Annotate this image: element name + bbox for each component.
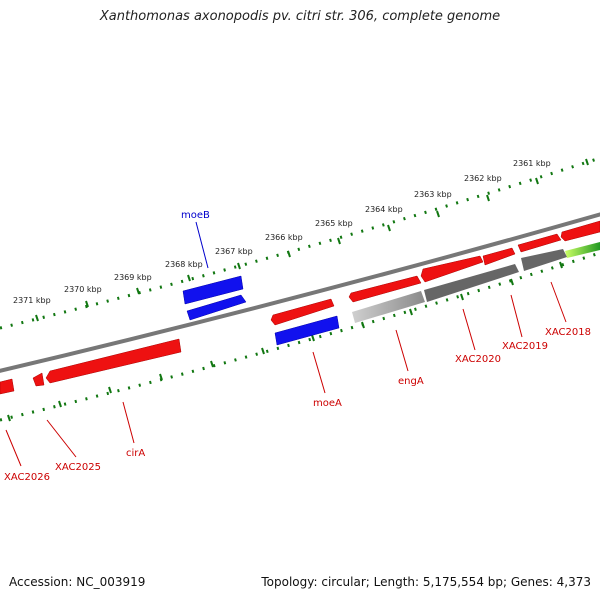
- forward-strand-genes: [182, 220, 600, 326]
- tick-label: 2363 kbp: [414, 190, 452, 199]
- gene-label-XAC2020[interactable]: XAC2020: [455, 354, 501, 365]
- gene-arrow[interactable]: [420, 255, 484, 283]
- gene-arrow[interactable]: [32, 372, 45, 387]
- accession-text: Accession: NC_003919: [9, 575, 146, 589]
- tick-label: 2369 kbp: [114, 273, 152, 282]
- tick-label: 2371 kbp: [13, 296, 51, 305]
- tick-label: 2361 kbp: [513, 159, 551, 168]
- gene-label-engA[interactable]: engA: [398, 376, 424, 387]
- gene-arrow[interactable]: [517, 233, 562, 253]
- leader-line-XAC2019: [510, 294, 523, 338]
- lower-major-ticks: [7, 261, 563, 422]
- gene-arrow[interactable]: [482, 247, 516, 266]
- leader-line-cirA: [122, 401, 135, 444]
- leader-line-XAC2026: [5, 429, 22, 467]
- gene-arrow[interactable]: [270, 298, 335, 326]
- gene-arrow[interactable]: [0, 378, 15, 395]
- tick-label: 2362 kbp: [464, 174, 502, 183]
- upper-tick-ruler: [0, 156, 600, 330]
- reverse-strand-genes: [0, 249, 567, 395]
- gene-label-XAC2018[interactable]: XAC2018: [545, 327, 591, 338]
- gene-label-XAC2025[interactable]: XAC2025: [55, 462, 101, 473]
- tick-label: 2364 kbp: [365, 205, 403, 214]
- gene-arrow[interactable]: [352, 291, 425, 323]
- leader-line-engA: [395, 329, 409, 372]
- tick-label: 2368 kbp: [165, 260, 203, 269]
- leader-line-XAC2020: [462, 308, 476, 351]
- gene-arrow[interactable]: [348, 275, 422, 303]
- gene-label-cirA[interactable]: cirA: [126, 448, 145, 459]
- leader-line-moeA: [312, 351, 326, 394]
- map-title: Xanthomonas axonopodis pv. citri str. 30…: [99, 9, 501, 24]
- gene-label-moeB[interactable]: moeB: [181, 210, 210, 221]
- tick-label: 2365 kbp: [315, 219, 353, 228]
- gene-label-XAC2026[interactable]: XAC2026: [4, 472, 50, 483]
- tick-label: 2370 kbp: [64, 285, 102, 294]
- gene-arrow[interactable]: [565, 242, 600, 258]
- leader-line-moeB: [195, 221, 209, 269]
- leader-line-XAC2018: [550, 281, 567, 323]
- gene-label-moeA[interactable]: moeA: [313, 398, 342, 409]
- tick-label: 2367 kbp: [215, 247, 253, 256]
- gene-arrow[interactable]: [424, 264, 519, 302]
- lower-tick-ruler: [0, 251, 600, 422]
- gene-arrow-cirA[interactable]: [45, 338, 182, 384]
- gene-arrow-moeB[interactable]: [182, 275, 244, 305]
- gene-arrow[interactable]: [521, 249, 567, 271]
- gene-arrow-moeB[interactable]: [186, 294, 247, 321]
- upper-major-ticks: [35, 158, 589, 322]
- tick-label: 2366 kbp: [265, 233, 303, 242]
- gene-arrow[interactable]: [560, 220, 600, 242]
- genome-backbone: [0, 212, 600, 373]
- gene-arrow-moeA[interactable]: [274, 315, 340, 346]
- gene-label-XAC2019[interactable]: XAC2019: [502, 341, 548, 352]
- leader-line-XAC2025: [46, 419, 77, 458]
- genome-summary-text: Topology: circular; Length: 5,175,554 bp…: [261, 575, 591, 589]
